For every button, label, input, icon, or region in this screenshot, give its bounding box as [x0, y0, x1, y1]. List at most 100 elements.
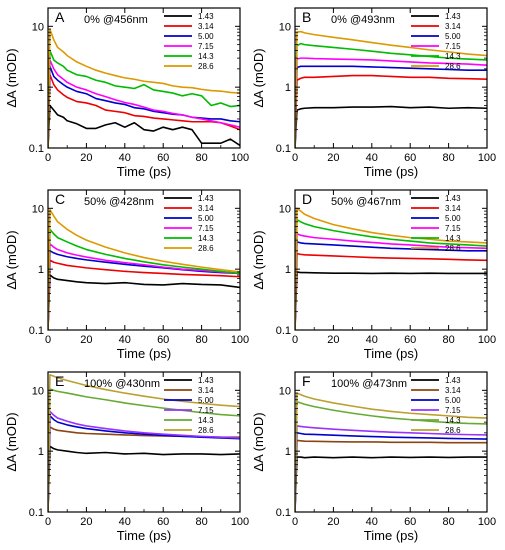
y-tick-label: 10 — [32, 203, 44, 215]
legend-label: 1.43 — [445, 194, 461, 203]
series-line-7.15 — [295, 233, 487, 330]
legend-label: 5.00 — [198, 214, 214, 223]
x-tick-label: 100 — [478, 516, 496, 528]
panel-annotation: 100% @473nm — [331, 378, 407, 390]
legend-label: 5.00 — [445, 396, 461, 405]
x-tick-label: 100 — [231, 516, 249, 528]
x-tick-label: 0 — [292, 334, 298, 346]
y-tick-label: 10 — [279, 203, 291, 215]
legend-label: 14.3 — [198, 416, 214, 425]
x-axis-label: Time (ps) — [117, 346, 171, 361]
series-line-1.43 — [48, 445, 240, 512]
panel-d: 0 20 40 60 80 100 0.1 1 10 Time (ps) ΔA (mOD) D 50% … — [251, 189, 496, 361]
panel-letter: D — [302, 191, 312, 207]
series-line-7.15 — [48, 243, 240, 330]
legend-label: 3.14 — [445, 22, 461, 31]
x-tick-label: 0 — [45, 334, 51, 346]
panel-a: 0 20 40 60 80 100 0.1 1 10 Time (ps) ΔA (mOD) A 0% @… — [4, 7, 249, 179]
legend-label: 3.14 — [445, 204, 461, 213]
panel-annotation: 50% @467nm — [331, 196, 401, 208]
y-tick-label: 0.1 — [29, 143, 44, 155]
x-tick-label: 20 — [80, 516, 92, 528]
x-axis-label: Time (ps) — [364, 164, 418, 179]
legend-label: 28.6 — [445, 244, 461, 253]
legend-label: 1.43 — [445, 12, 461, 21]
legend-label: 28.6 — [198, 62, 214, 71]
x-tick-label: 80 — [195, 516, 207, 528]
legend-label: 3.14 — [198, 204, 214, 213]
x-tick-label: 40 — [119, 334, 131, 346]
legend-label: 1.43 — [445, 376, 461, 385]
series-line-5.00 — [48, 415, 240, 512]
series-line-14.3 — [48, 49, 240, 148]
y-axis-label: ΔA (mOD) — [4, 230, 19, 289]
y-axis-label: ΔA (mOD) — [4, 48, 19, 107]
x-tick-label: 80 — [195, 334, 207, 346]
x-tick-label: 40 — [119, 152, 131, 164]
series-line-5.00 — [295, 432, 487, 512]
legend-label: 7.15 — [198, 42, 214, 51]
panel-annotation: 100% @430nm — [84, 378, 160, 390]
series-line-7.15 — [48, 59, 240, 148]
legend-label: 7.15 — [445, 42, 461, 51]
x-tick-label: 100 — [231, 152, 249, 164]
legend-label: 14.3 — [198, 52, 214, 61]
panel-letter: B — [302, 9, 311, 25]
x-axis-label: Time (ps) — [117, 528, 171, 543]
x-tick-label: 60 — [157, 516, 169, 528]
series-line-3.14 — [295, 252, 487, 330]
y-axis-label: ΔA (mOD) — [251, 48, 266, 107]
panel-annotation: 0% @456nm — [84, 14, 148, 26]
x-axis-label: Time (ps) — [364, 346, 418, 361]
y-axis-label: ΔA (mOD) — [4, 412, 19, 471]
legend-label: 7.15 — [198, 406, 214, 415]
series-line-14.3 — [295, 400, 487, 512]
legend-label: 7.15 — [445, 224, 461, 233]
legend-label: 1.43 — [198, 194, 214, 203]
series-line-28.6 — [48, 28, 240, 148]
series-line-14.3 — [295, 218, 487, 330]
series-line-28.6 — [295, 392, 487, 512]
legend-label: 3.14 — [198, 22, 214, 31]
x-tick-label: 60 — [157, 152, 169, 164]
legend-label: 5.00 — [198, 32, 214, 41]
series-line-3.14 — [295, 439, 487, 512]
y-tick-label: 1 — [38, 82, 44, 94]
y-tick-label: 0.1 — [29, 507, 44, 519]
series-line-5.00 — [295, 241, 487, 330]
y-tick-label: 10 — [279, 385, 291, 397]
y-axis-label: ΔA (mOD) — [251, 412, 266, 471]
series-line-1.43 — [48, 104, 240, 148]
x-axis-label: Time (ps) — [364, 528, 418, 543]
x-tick-label: 60 — [404, 516, 416, 528]
x-tick-label: 100 — [478, 334, 496, 346]
y-tick-label: 10 — [32, 21, 44, 33]
series-line-3.14 — [295, 74, 487, 148]
panel-annotation: 0% @493nm — [331, 14, 395, 26]
series-line-14.3 — [48, 228, 240, 330]
series-line-3.14 — [48, 73, 240, 148]
series-line-1.43 — [295, 105, 487, 148]
series-line-5.00 — [295, 65, 487, 148]
series-line-7.15 — [295, 425, 487, 512]
y-tick-label: 0.1 — [276, 143, 291, 155]
y-tick-label: 0.1 — [29, 325, 44, 337]
panel-annotation: 50% @428nm — [84, 196, 154, 208]
legend-label: 28.6 — [198, 244, 214, 253]
panel-letter: C — [55, 191, 65, 207]
x-tick-label: 20 — [80, 152, 92, 164]
y-tick-label: 0.1 — [276, 507, 291, 519]
panel-f: 0 20 40 60 80 100 0.1 1 10 Time (ps) ΔA (mOD) F 100%… — [251, 371, 496, 543]
legend-label: 7.15 — [198, 224, 214, 233]
legend-label: 14.3 — [445, 234, 461, 243]
x-tick-label: 0 — [45, 516, 51, 528]
x-tick-label: 40 — [366, 334, 378, 346]
legend-label: 28.6 — [198, 426, 214, 435]
series-line-3.14 — [48, 426, 240, 512]
legend-label: 28.6 — [445, 426, 461, 435]
panel-c: 0 20 40 60 80 100 0.1 1 10 Time (ps) ΔA (mOD) C 50% … — [4, 189, 249, 361]
series-line-7.15 — [295, 57, 487, 148]
x-tick-label: 60 — [404, 152, 416, 164]
x-tick-label: 80 — [442, 152, 454, 164]
x-tick-label: 0 — [45, 152, 51, 164]
